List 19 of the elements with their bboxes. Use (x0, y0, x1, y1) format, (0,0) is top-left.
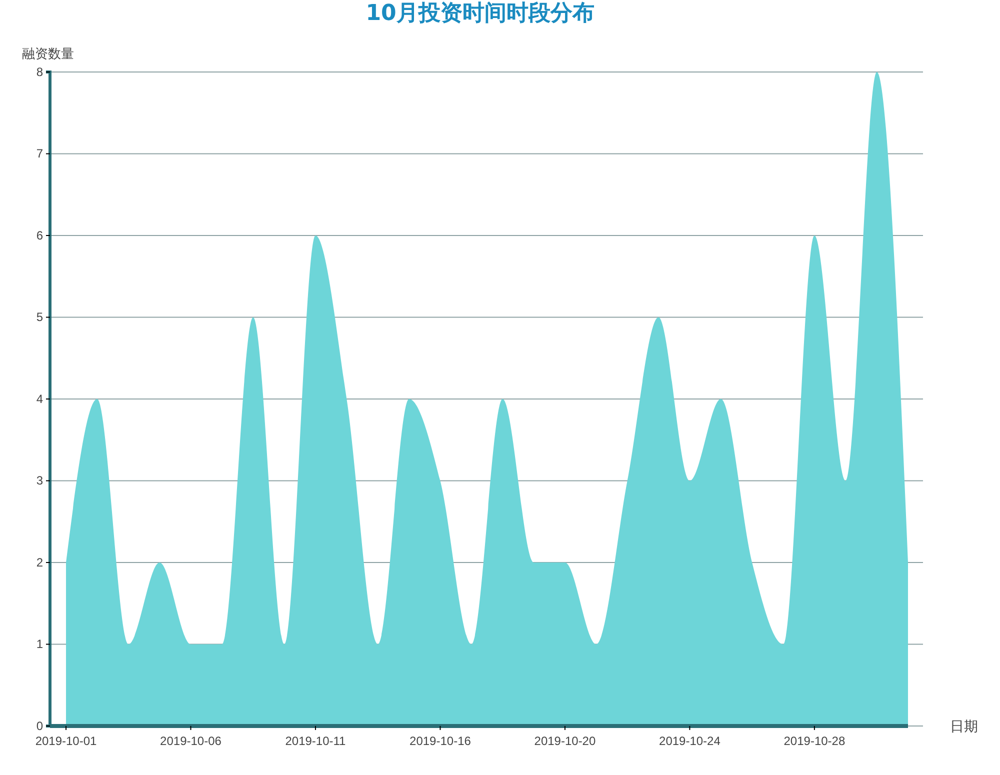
x-tick-label: 2019-10-16 (410, 734, 472, 748)
y-tick-label: 3 (36, 474, 44, 488)
y-tick-label: 6 (36, 228, 44, 242)
x-tick-label: 2019-10-11 (285, 734, 346, 748)
y-tick-label: 4 (36, 392, 44, 406)
x-tick-label: 2019-10-24 (659, 734, 721, 748)
chart-title: 10月投资时间时段分布 (366, 1, 594, 26)
x-tick-label: 2019-10-20 (534, 734, 596, 748)
y-tick-label: 7 (36, 146, 44, 161)
y-tick-label: 1 (36, 637, 44, 652)
x-tick-label: 2019-10-06 (160, 734, 222, 748)
y-tick-label: 2 (36, 555, 44, 570)
y-axis-title: 融资数量 (22, 47, 74, 62)
x-tick-label: 2019-10-01 (35, 734, 98, 748)
x-tick-label: 2019-10-28 (784, 734, 846, 748)
y-tick-label: 8 (36, 64, 44, 79)
x-axis-title: 日期 (950, 719, 978, 735)
y-tick-label: 5 (36, 310, 44, 324)
y-tick-label: 0 (36, 718, 44, 733)
